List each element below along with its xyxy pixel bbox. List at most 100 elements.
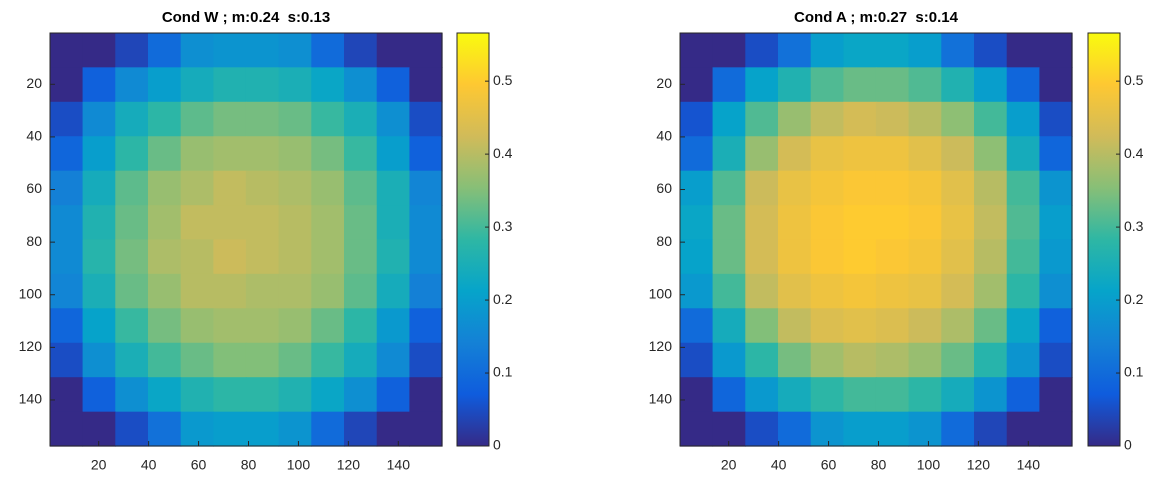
heatmap-cell: [843, 273, 877, 309]
heatmap-cell: [245, 239, 280, 275]
heatmap-cell: [908, 342, 942, 378]
colorbar-tick-label: 0.4: [493, 145, 513, 161]
heatmap-cell: [974, 377, 1008, 413]
heatmap-cell: [213, 32, 247, 68]
heatmap-cell: [115, 101, 149, 137]
heatmap-cell: [278, 239, 312, 275]
heatmap-cell: [213, 239, 247, 275]
heatmap-cell: [148, 239, 182, 275]
heatmap-cell: [180, 32, 214, 68]
heatmap-cell: [278, 411, 312, 447]
heatmap-cell: [115, 273, 149, 309]
heatmap-cell: [409, 205, 443, 241]
heatmap-cell: [148, 411, 182, 447]
heatmap-cell: [745, 32, 779, 68]
heatmap-cell: [843, 170, 877, 206]
heatmap-cell: [778, 170, 812, 206]
heatmap-cell: [941, 101, 975, 137]
heatmap-cell: [409, 273, 443, 309]
heatmap-cell: [843, 101, 877, 137]
heatmap-cell: [1039, 273, 1073, 309]
heatmap-cell: [843, 136, 877, 172]
heatmap-cell: [908, 101, 942, 137]
heatmap-cell: [712, 205, 746, 241]
heatmap-cell: [778, 342, 812, 378]
heatmap-cell: [49, 101, 84, 137]
heatmap-cell: [278, 273, 312, 309]
heatmap-cell: [311, 205, 345, 241]
heatmap-cell: [278, 170, 312, 206]
heatmap-cell: [180, 239, 214, 275]
heatmap-cell: [908, 273, 942, 309]
heatmap-cell: [941, 308, 975, 344]
heatmap-cell: [278, 67, 312, 103]
heatmap-cell: [115, 342, 149, 378]
chart-title: Cond W ; m:0.24 s:0.13: [162, 9, 330, 26]
heatmap-cell: [82, 67, 116, 103]
colorbar-tick-label: 0.2: [493, 291, 513, 307]
heatmap-cell: [376, 170, 410, 206]
heatmap-cell: [974, 101, 1008, 137]
heatmap-cell: [941, 273, 975, 309]
heatmap-cell: [941, 239, 975, 275]
heatmap-cell: [278, 342, 312, 378]
heatmap-cell: [778, 67, 812, 103]
colorbar-tick-label: 0.5: [1124, 72, 1144, 88]
colorbar: [456, 32, 490, 447]
heatmap-cell: [245, 32, 280, 68]
heatmap-cell: [344, 239, 378, 275]
heatmap-cell: [974, 239, 1008, 275]
heatmap-cell: [778, 273, 812, 309]
y-tick-label: 100: [649, 285, 673, 301]
heatmap-cell: [908, 239, 942, 275]
heatmap-cell: [311, 377, 345, 413]
heatmap-cell: [908, 308, 942, 344]
heatmap-cell: [245, 170, 280, 206]
heatmap-cell: [82, 101, 116, 137]
heatmap-cell: [745, 377, 779, 413]
colorbar: [1087, 32, 1121, 447]
heatmap-cell: [409, 170, 443, 206]
heatmap-cell: [1039, 101, 1073, 137]
heatmap-cell: [974, 411, 1008, 447]
y-tick-label: 60: [26, 180, 42, 196]
heatmap-cell: [679, 239, 714, 275]
heatmap-cell: [409, 32, 443, 68]
heatmap-cell: [245, 377, 280, 413]
heatmap-cell: [908, 411, 942, 447]
heatmap-cell: [376, 411, 410, 447]
heatmap-cell: [82, 170, 116, 206]
heatmap-cell: [1006, 342, 1040, 378]
heatmap-cell: [875, 170, 910, 206]
heatmap-cell: [344, 308, 378, 344]
heatmap-cell: [245, 308, 280, 344]
heatmap-cell: [245, 411, 280, 447]
y-tick-label: 40: [26, 128, 42, 144]
heatmap-cell: [778, 239, 812, 275]
colorbar-tick-label: 0.3: [1124, 218, 1144, 234]
heatmap-cell: [148, 273, 182, 309]
heatmap-cell: [875, 273, 910, 309]
heatmap-cell: [311, 136, 345, 172]
heatmap-cell: [180, 377, 214, 413]
heatmap-cell: [344, 32, 378, 68]
heatmap-cell: [908, 377, 942, 413]
heatmap-cell: [148, 101, 182, 137]
colorbar-tick-label: 0.4: [1124, 145, 1144, 161]
heatmap-cell: [311, 67, 345, 103]
heatmap-cell: [1006, 273, 1040, 309]
x-tick-label: 20: [91, 457, 107, 473]
heatmap-cell: [49, 342, 84, 378]
heatmap-cell: [778, 205, 812, 241]
heatmap-cell: [908, 67, 942, 103]
heatmap-cell: [745, 205, 779, 241]
heatmap-cell: [49, 170, 84, 206]
heatmap-cell: [974, 273, 1008, 309]
heatmap-cell: [115, 170, 149, 206]
axes-frame: [49, 32, 443, 447]
x-tick-label: 40: [141, 457, 157, 473]
heatmap-cell: [180, 411, 214, 447]
heatmap-cell: [213, 273, 247, 309]
heatmap-cell: [376, 377, 410, 413]
heatmap-cell: [1039, 411, 1073, 447]
